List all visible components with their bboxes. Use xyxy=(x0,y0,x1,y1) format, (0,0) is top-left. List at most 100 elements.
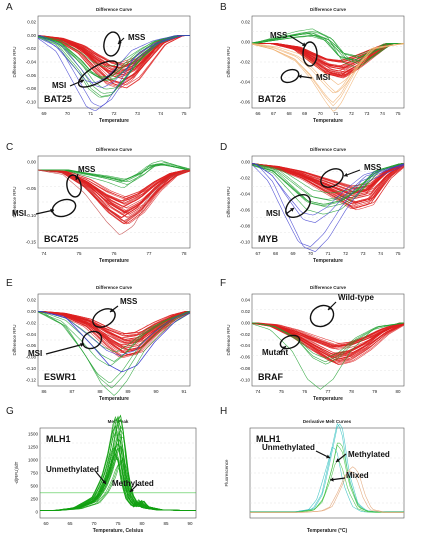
x-tick-label: 77 xyxy=(146,251,152,256)
panel-f: F Difference Curve 74 75 76 77 78 79 80 0.04 0.02 0… xyxy=(220,278,405,402)
x-tick-label: 69 xyxy=(290,251,296,256)
y-axis-label: Difference RFU xyxy=(226,187,231,218)
arrow-head xyxy=(80,342,84,347)
y-tick-label: -0.02 xyxy=(240,60,251,65)
y-tick-label: 0.00 xyxy=(241,40,250,45)
data-series xyxy=(251,322,405,390)
y-axis-label: Difference RFU xyxy=(12,47,17,78)
series-line xyxy=(37,169,191,200)
series-line xyxy=(251,163,405,248)
x-tick-label: 73 xyxy=(360,251,366,256)
x-tick-label: 89 xyxy=(125,389,131,394)
annotation-ellipse xyxy=(279,334,301,350)
series-line xyxy=(252,32,404,62)
panels-root: A Difference Curve 69 70 71 72 73 74 75 0.02 0.00 -… xyxy=(6,2,405,534)
y-tick-label: 250 xyxy=(30,497,38,502)
annotation-label: Unmethylated xyxy=(46,465,99,474)
x-tick-label: 76 xyxy=(111,251,117,256)
annotation: Unmethylated xyxy=(262,443,331,459)
x-tick-label: 90 xyxy=(187,521,193,526)
series-line xyxy=(252,163,405,223)
annotation-label: MSS xyxy=(270,31,288,40)
y-tick-label: 750 xyxy=(30,471,38,476)
y-tick-label: -0.02 xyxy=(26,320,37,325)
arrow-head xyxy=(80,79,84,84)
gridlines xyxy=(252,31,404,93)
y-tick-label: 1000 xyxy=(28,458,39,463)
x-tick-label: 70 xyxy=(91,521,97,526)
series-line xyxy=(37,311,191,367)
y-tick-label: 0.00 xyxy=(241,320,250,325)
x-tick-label: 67 xyxy=(255,251,261,256)
y-tick-label: -0.08 xyxy=(26,86,37,91)
x-tick-label: 75 xyxy=(181,111,187,116)
annotation-ellipse xyxy=(280,68,300,84)
annotation-ellipse xyxy=(51,198,77,218)
y-tick-label: 0.02 xyxy=(27,20,36,25)
y-tick-label: -0.02 xyxy=(240,332,251,337)
y-tick-label: -0.04 xyxy=(240,343,251,348)
series-line xyxy=(251,163,405,192)
y-tick-label: -0.10 xyxy=(26,100,37,105)
arrow-head xyxy=(326,454,330,459)
marker-label: BAT26 xyxy=(258,94,286,104)
annotation: MSS xyxy=(66,165,96,198)
x-axis-label: Temperature (°C) xyxy=(307,528,348,534)
x-tick-label: 91 xyxy=(181,389,187,394)
series-line xyxy=(40,436,196,511)
y-tick-label: -0.10 xyxy=(240,240,251,245)
annotation-label: MSI xyxy=(28,349,42,358)
y-tick-label: -0.04 xyxy=(240,80,251,85)
y-tick-label: 1500 xyxy=(28,432,39,437)
x-tick-label: 71 xyxy=(325,251,331,256)
x-tick-label: 77 xyxy=(325,389,331,394)
arrow-head xyxy=(118,40,122,44)
y-tick-label: -0.06 xyxy=(240,355,251,360)
panel-h: H Derivative Melt Curves Temperature (°C) F… xyxy=(220,406,405,534)
x-tick-label: 75 xyxy=(76,251,82,256)
arrow-head xyxy=(336,458,340,462)
annotation: Mixed xyxy=(329,471,369,482)
x-tick-label: 74 xyxy=(378,251,384,256)
x-tick-label: 73 xyxy=(135,111,141,116)
x-tick-label: 68 xyxy=(287,111,293,116)
panel-letter: F xyxy=(220,278,226,289)
y-axis-label: Fluorescence xyxy=(224,459,229,487)
series-line xyxy=(251,43,405,112)
series-line xyxy=(252,322,405,350)
y-tick-label: 0.00 xyxy=(27,309,36,314)
x-tick-label: 86 xyxy=(41,389,47,394)
x-axis-label: Temperature, Celsius xyxy=(93,528,144,534)
x-tick-label: 78 xyxy=(181,251,187,256)
y-axis-label: Difference RFU xyxy=(226,47,231,78)
annotation-label: Mixed xyxy=(346,471,369,480)
annotation-ellipse xyxy=(302,41,318,67)
annotation: MSI xyxy=(266,193,311,219)
annotation-label: MSI xyxy=(266,209,280,218)
x-tick-label: 60 xyxy=(43,521,49,526)
annotation: MSI xyxy=(280,68,330,84)
annotation: MSS xyxy=(92,297,138,328)
arrow-head xyxy=(344,172,348,177)
y-tick-label: -0.06 xyxy=(240,100,251,105)
x-tick-label: 85 xyxy=(163,521,169,526)
x-tick-label: 71 xyxy=(333,111,339,116)
arrow-head xyxy=(290,208,294,212)
y-tick-label: -0.04 xyxy=(26,332,37,337)
series-line xyxy=(38,311,191,362)
series-line xyxy=(251,163,404,215)
x-tick-label: 72 xyxy=(343,251,349,256)
plot-title: Derivative Melt Curves xyxy=(303,419,352,424)
y-tick-label: 0.02 xyxy=(27,298,36,303)
y-tick-label: -0.08 xyxy=(240,224,251,229)
series-line xyxy=(37,169,191,221)
annotation: Methylated xyxy=(335,450,390,463)
annotation-label: MSS xyxy=(120,297,138,306)
y-tick-label: -0.04 xyxy=(26,60,37,65)
x-axis-label: Temperature xyxy=(313,118,343,124)
panel-letter: G xyxy=(6,406,14,417)
panel-c: C Difference Curve 74 75 76 77 78 0.00 -0.05 -0.1… xyxy=(6,142,191,264)
annotation-ellipse xyxy=(81,330,103,350)
arrow-head xyxy=(298,74,302,79)
series-line xyxy=(250,466,404,513)
